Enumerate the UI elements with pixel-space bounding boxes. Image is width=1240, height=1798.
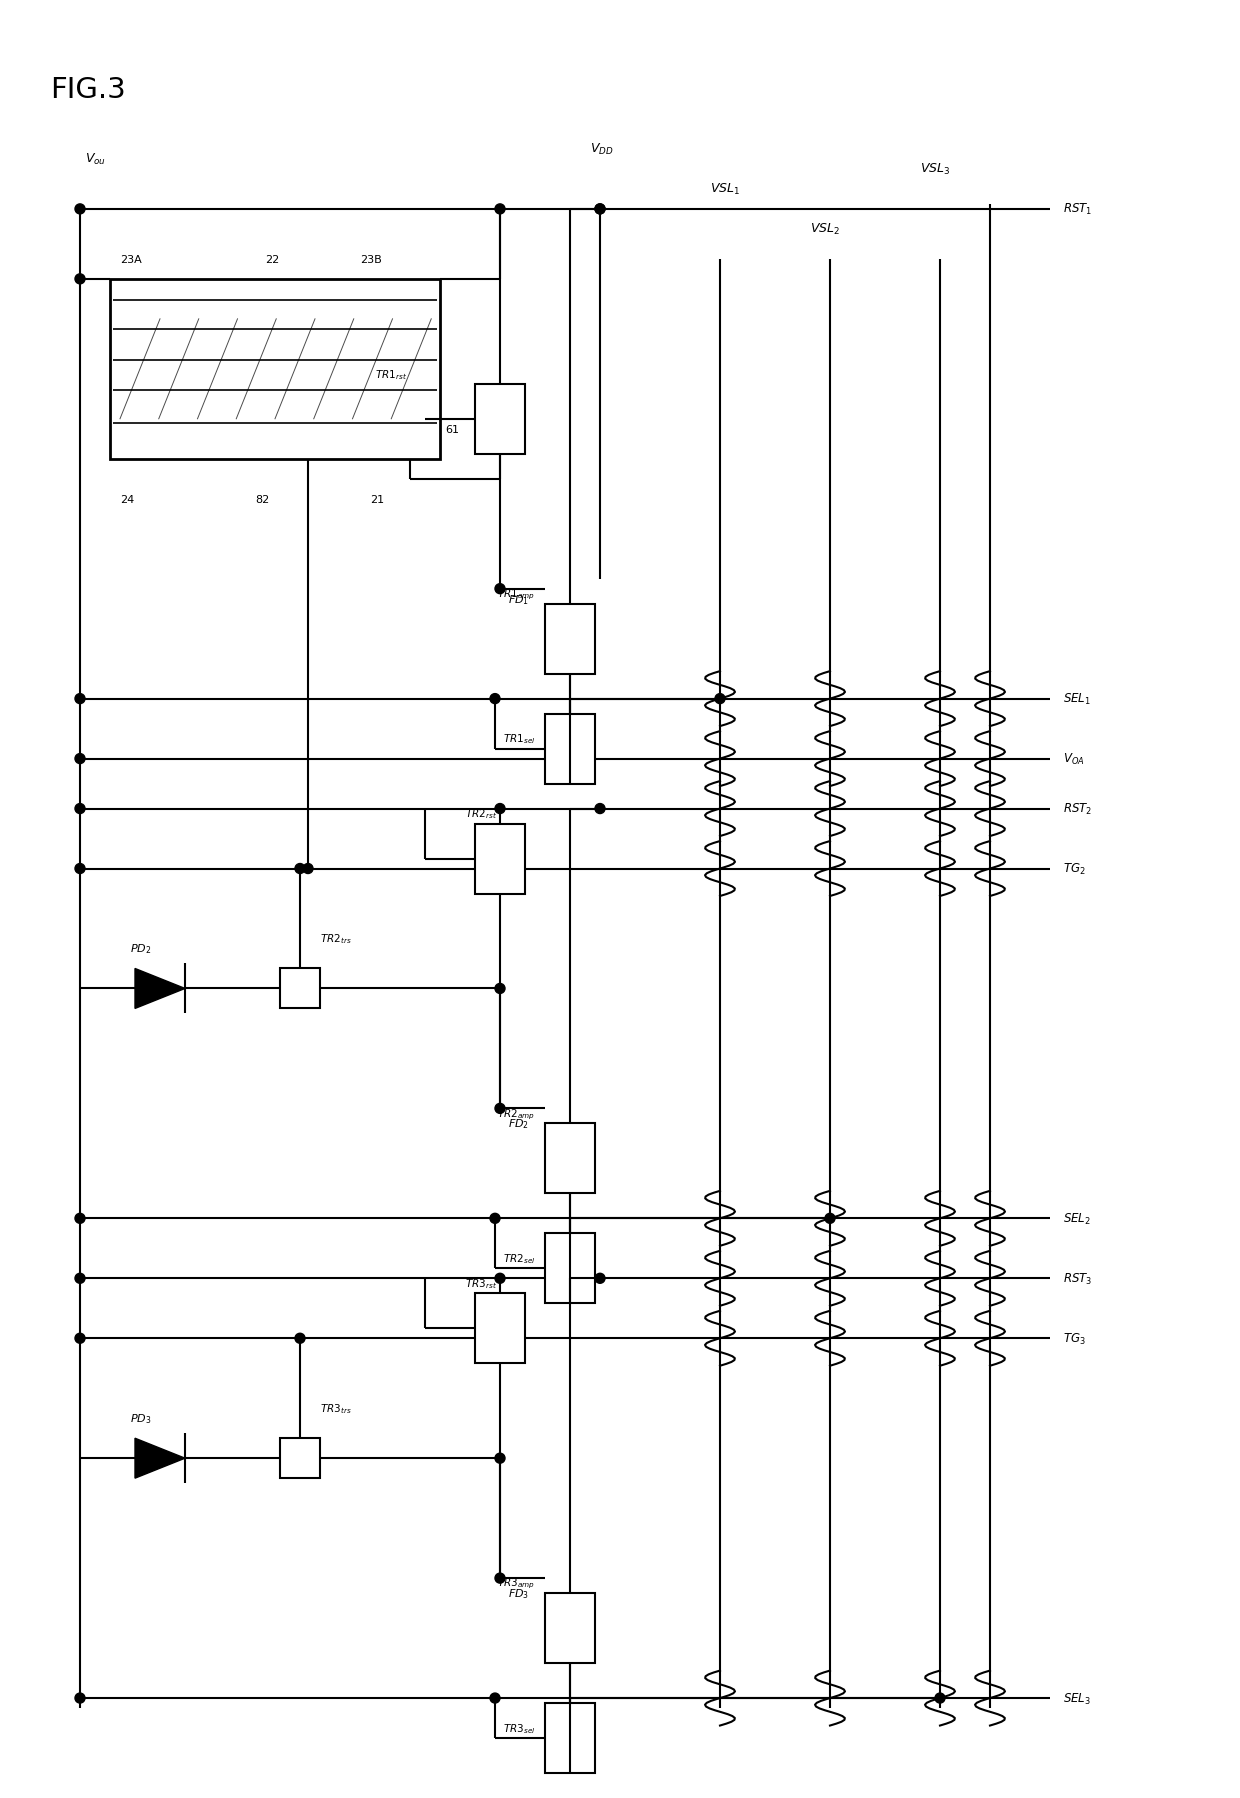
Circle shape: [74, 1214, 86, 1224]
Circle shape: [74, 1334, 86, 1343]
Text: FIG.3: FIG.3: [50, 76, 125, 104]
Circle shape: [495, 205, 505, 214]
Text: $SEL_1$: $SEL_1$: [1063, 692, 1091, 707]
Circle shape: [303, 865, 312, 874]
Circle shape: [595, 205, 605, 214]
Text: $SEL_3$: $SEL_3$: [1063, 1690, 1091, 1706]
Text: $TR1_{sel}$: $TR1_{sel}$: [502, 732, 534, 746]
Bar: [475, 823, 525, 894]
Text: $TR3_{amp}$: $TR3_{amp}$: [497, 1577, 534, 1591]
Text: $RST_3$: $RST_3$: [1063, 1271, 1092, 1286]
Text: $VSL_3$: $VSL_3$: [920, 162, 950, 178]
Text: $PD_3$: $PD_3$: [130, 1411, 151, 1426]
Text: $VSL_1$: $VSL_1$: [711, 182, 740, 198]
Text: $TR2_{sel}$: $TR2_{sel}$: [502, 1251, 534, 1266]
Text: $TR2_{rst}$: $TR2_{rst}$: [465, 807, 497, 822]
Circle shape: [74, 1273, 86, 1284]
Text: 22: 22: [265, 255, 279, 264]
Text: $TG_2$: $TG_2$: [1063, 861, 1086, 877]
Text: $TR1_{rst}$: $TR1_{rst}$: [374, 367, 407, 381]
Circle shape: [495, 984, 505, 994]
Circle shape: [74, 205, 86, 214]
Circle shape: [74, 1694, 86, 1703]
Text: $VSL_2$: $VSL_2$: [810, 223, 839, 237]
Bar: [546, 1593, 595, 1663]
Circle shape: [295, 1334, 305, 1343]
Text: $PD_2$: $PD_2$: [130, 942, 151, 957]
Text: 23A: 23A: [120, 255, 141, 264]
Circle shape: [495, 1273, 505, 1284]
Circle shape: [295, 865, 305, 874]
Circle shape: [74, 694, 86, 705]
Text: 24: 24: [120, 494, 134, 505]
Circle shape: [495, 1104, 505, 1113]
Circle shape: [74, 865, 86, 874]
Circle shape: [595, 804, 605, 814]
Circle shape: [825, 1214, 835, 1224]
Polygon shape: [135, 1438, 185, 1478]
Circle shape: [595, 1273, 605, 1284]
Polygon shape: [135, 969, 185, 1009]
Circle shape: [495, 1573, 505, 1584]
Circle shape: [935, 1694, 945, 1703]
Bar: [546, 1703, 595, 1773]
Text: $V_{OA}$: $V_{OA}$: [1063, 752, 1085, 766]
Bar: [546, 1233, 595, 1304]
Circle shape: [715, 694, 725, 705]
Text: $TR3_{sel}$: $TR3_{sel}$: [502, 1721, 534, 1735]
Circle shape: [490, 694, 500, 705]
Text: 82: 82: [255, 494, 269, 505]
Bar: [546, 604, 595, 674]
Text: $TR1_{amp}$: $TR1_{amp}$: [497, 588, 534, 602]
Circle shape: [595, 205, 605, 214]
Bar: [475, 1293, 525, 1363]
Text: $RST_2$: $RST_2$: [1063, 802, 1092, 816]
Text: 23B: 23B: [360, 255, 382, 264]
Circle shape: [490, 1214, 500, 1224]
Text: $TG_3$: $TG_3$: [1063, 1331, 1086, 1347]
Bar: [280, 1438, 320, 1478]
Text: $FD_1$: $FD_1$: [508, 592, 529, 606]
Bar: [475, 385, 525, 455]
Circle shape: [74, 275, 86, 284]
Text: 21: 21: [370, 494, 384, 505]
Text: $V_{ou}$: $V_{ou}$: [86, 153, 107, 167]
Circle shape: [495, 1453, 505, 1464]
Text: $V_{DD}$: $V_{DD}$: [590, 142, 614, 158]
Circle shape: [74, 804, 86, 814]
Circle shape: [490, 1694, 500, 1703]
Circle shape: [495, 584, 505, 595]
Text: $SEL_2$: $SEL_2$: [1063, 1212, 1091, 1226]
Text: $FD_2$: $FD_2$: [508, 1117, 529, 1131]
Text: $TR3_{rst}$: $TR3_{rst}$: [465, 1277, 497, 1291]
Circle shape: [495, 804, 505, 814]
Text: $TR3_{trs}$: $TR3_{trs}$: [320, 1401, 352, 1415]
Bar: [110, 280, 440, 460]
Bar: [546, 714, 595, 784]
Text: 61: 61: [445, 424, 459, 435]
Text: $TR2_{trs}$: $TR2_{trs}$: [320, 931, 352, 946]
Circle shape: [74, 753, 86, 764]
Text: $TR2_{amp}$: $TR2_{amp}$: [497, 1106, 534, 1120]
Text: $RST_1$: $RST_1$: [1063, 201, 1092, 218]
Text: $FD_3$: $FD_3$: [508, 1586, 529, 1600]
Bar: [546, 1124, 595, 1194]
Bar: [280, 969, 320, 1009]
